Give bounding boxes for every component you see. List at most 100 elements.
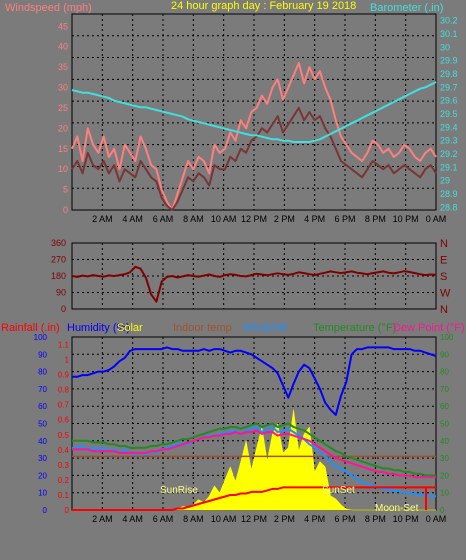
windspeed-tick-label: 30 <box>58 83 68 93</box>
humidity-tick-label: 40 <box>38 437 47 446</box>
x-tick-label: 12 PM <box>241 214 267 224</box>
barometer-tick-label: 28.8 <box>440 202 458 212</box>
rain-tick-label: 0.9 <box>58 371 70 380</box>
windspeed-tick-label: 45 <box>58 21 68 31</box>
compass-label: S <box>440 271 447 283</box>
barometer-tick-label: 30 <box>440 42 450 52</box>
humidity-tick-label: 90 <box>38 350 47 359</box>
x-tick-label: 8 AM <box>183 514 204 524</box>
temperature-tick-label: 10 <box>440 489 449 498</box>
rain-tick-label: 0.8 <box>58 386 70 395</box>
temperature-tick-label: 0 <box>440 506 445 515</box>
temp-panel-right-labels: 0 10 20 30 40 50 60 70 80 90 100 <box>440 333 454 515</box>
temperature-tick-label: 30 <box>440 454 449 463</box>
humidity-tick-label: 50 <box>38 420 47 429</box>
compass-label: N <box>440 238 448 250</box>
x-tick-label: 2 AM <box>92 514 113 524</box>
x-tick-label: 2 PM <box>274 214 295 224</box>
legend-humidity: Humidity (%) <box>67 322 130 334</box>
wind-panel-y-labels: 0 5 10 15 20 25 30 35 40 45 <box>58 21 68 215</box>
x-tick-label: 4 PM <box>304 514 325 524</box>
chart-title: 24 hour graph day : February 19 2018 <box>171 0 356 12</box>
direction-series <box>71 265 437 303</box>
x-tick-label: 8 AM <box>183 214 204 224</box>
wind-panel-grid <box>72 14 437 210</box>
temp-panel-series <box>72 346 437 511</box>
legend-indoor: Indoor temp <box>173 322 232 334</box>
dewpoint-series <box>72 429 436 479</box>
wind-panel-x-labels: 2 AM 4 AM 6 AM 8 AM 10 AM 12 PM 2 PM 4 PM 6 PM 8 … <box>92 214 446 224</box>
windspeed-axis-label: Windspeed (mph) <box>5 2 92 14</box>
sunset-label: SunSet <box>322 485 355 496</box>
barometer-tick-label: 29.4 <box>440 122 458 132</box>
wind-gust-series <box>71 62 437 211</box>
wind-average-series <box>71 106 437 211</box>
x-tick-label: 2 PM <box>274 514 295 524</box>
humidity-series <box>72 346 437 416</box>
temperature-tick-label: 80 <box>440 368 449 377</box>
x-tick-label: 0 AM <box>426 214 447 224</box>
x-tick-label: 6 PM <box>334 514 355 524</box>
windspeed-tick-label: 20 <box>58 123 68 133</box>
legend-solar: Solar <box>117 322 143 334</box>
windspeed-tick-label: 5 <box>63 185 68 195</box>
temperature-series <box>72 422 436 477</box>
humidity-tick-label: 10 <box>38 489 47 498</box>
barometer-y-labels: 28.8 28.9 29 29.1 29.2 29.3 29.4 29.5 29.6 29.7 29… <box>440 16 458 213</box>
barometer-tick-label: 29.7 <box>440 82 458 92</box>
barometer-tick-label: 29.2 <box>440 149 458 159</box>
direction-panel-grid <box>72 243 437 309</box>
rain-tick-label: 1.1 <box>58 341 70 350</box>
temperature-tick-label: 100 <box>440 333 454 342</box>
barometer-tick-label: 29.8 <box>440 69 458 79</box>
x-tick-label: 0 AM <box>426 514 447 524</box>
direction-tick-label: 180 <box>51 271 66 281</box>
humidity-tick-label: 20 <box>38 471 47 480</box>
temperature-tick-label: 20 <box>440 471 449 480</box>
barometer-tick-label: 28.9 <box>440 189 458 199</box>
barometer-axis-label: Barometer (.in) <box>370 2 443 14</box>
rain-tick-label: 1 <box>65 356 70 365</box>
humidity-tick-label: 100 <box>34 333 48 342</box>
humidity-tick-label: 70 <box>38 385 47 394</box>
windspeed-tick-label: 10 <box>58 164 68 174</box>
wind-direction-series <box>71 265 437 303</box>
x-tick-label: 6 AM <box>153 514 174 524</box>
legend-temperature: Temperature (°F) <box>313 322 396 334</box>
windspeed-tick-label: 40 <box>58 42 68 52</box>
barometer-tick-label: 29.5 <box>440 109 458 119</box>
humidity-tick-label: 30 <box>38 454 47 463</box>
x-tick-label: 12 PM <box>241 514 267 524</box>
barometer-tick-label: 29.9 <box>440 56 458 66</box>
rain-tick-label: 0.2 <box>58 476 70 485</box>
windspeed-tick-label: 35 <box>58 62 68 72</box>
temp-panel-left-labels: 0 10 20 30 40 50 60 70 80 90 100 <box>34 333 48 515</box>
x-tick-label: 4 PM <box>304 214 325 224</box>
temp-panel-rain-labels: 0 0.1 0.2 0.3 0.4 0.5 0.6 0.7 0.8 0.9 1 1.1 <box>58 341 70 515</box>
temperature-tick-label: 50 <box>440 420 449 429</box>
barometer-tick-label: 30.2 <box>440 16 458 26</box>
rainfall-series <box>72 486 436 511</box>
direction-tick-label: 90 <box>56 288 66 298</box>
windspeed-tick-label: 0 <box>63 205 68 215</box>
legend-dewpoint: Dew Point (°F) <box>393 322 465 334</box>
humidity-tick-label: 60 <box>38 402 47 411</box>
legend-rainfall: Rainfall (.in) <box>1 322 60 334</box>
x-tick-label: 10 PM <box>393 514 419 524</box>
rain-tick-label: 0.5 <box>58 431 70 440</box>
humidity-tick-label: 80 <box>38 368 47 377</box>
rain-tick-label: 0.1 <box>58 491 70 500</box>
rain-tick-label: 0.4 <box>58 446 70 455</box>
direction-tick-label: 0 <box>61 304 66 314</box>
x-tick-label: 8 PM <box>365 214 386 224</box>
x-tick-label: 10 PM <box>393 214 419 224</box>
temperature-tick-label: 40 <box>440 437 449 446</box>
temperature-tick-label: 90 <box>440 350 449 359</box>
x-tick-label: 2 AM <box>92 214 113 224</box>
x-tick-label: 10 AM <box>211 214 237 224</box>
moonset-label: Moon-Set <box>375 503 419 514</box>
sunrise-label: SunRise <box>160 485 198 496</box>
